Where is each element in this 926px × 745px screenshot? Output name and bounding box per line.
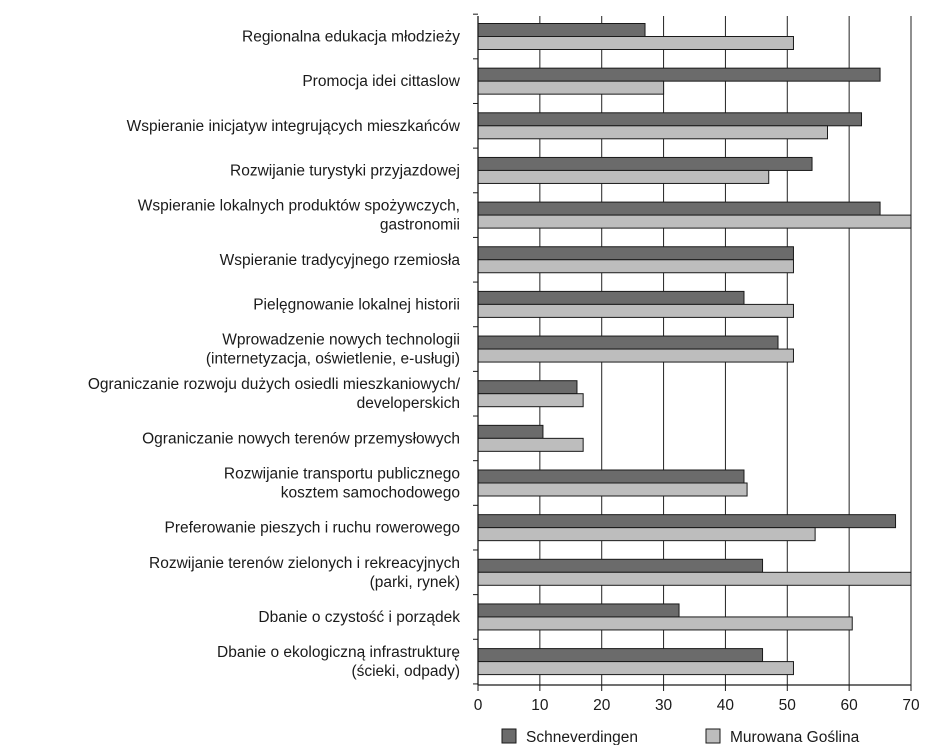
- bar-murowana-goslina-5: [477, 259, 794, 274]
- x-tick-labels: 0 10 20 30 40 50 60 70: [474, 697, 920, 714]
- bar-schneverdingen-2: [477, 112, 863, 127]
- x-tick-label-70: 70: [902, 697, 920, 714]
- category-label-line: Wspieranie inicjatyw integrujących miesz…: [127, 118, 461, 135]
- category-label-line: (internetyzacja, oświetlenie, e-usługi): [206, 351, 460, 368]
- bar-schneverdingen-11: [477, 514, 897, 529]
- bar-murowana-goslina-14: [477, 661, 794, 676]
- category-label-line: Ograniczanie nowych terenów przemysłowyc…: [142, 430, 460, 447]
- category-label-0: Regionalna edukacja młodzieży: [242, 29, 460, 46]
- x-tick-label-30: 30: [655, 697, 673, 714]
- bar-murowana-goslina-1: [477, 80, 665, 95]
- legend-swatch-schneverdingen: [501, 728, 517, 744]
- legend-label-schneverdingen: Schneverdingen: [526, 729, 638, 745]
- category-label-line: Wprowadzenie nowych technologii: [222, 332, 460, 349]
- category-label-line: (ścieki, odpady): [351, 663, 460, 680]
- bar-murowana-goslina-10: [477, 482, 748, 497]
- category-label-8: Ograniczanie rozwoju dużych osiedli mies…: [88, 376, 461, 412]
- bar-schneverdingen-9: [477, 424, 544, 439]
- category-label-7: Wprowadzenie nowych technologii (internet…: [206, 332, 460, 368]
- category-label-line: Wspieranie tradycyjnego rzemiosła: [220, 252, 461, 269]
- bar-schneverdingen-4: [477, 201, 881, 216]
- bar-schneverdingen-12: [477, 558, 764, 573]
- category-labels: Regionalna edukacja młodzieży Promocja id…: [88, 29, 461, 681]
- category-label-line: Rozwijanie transportu publicznego: [224, 466, 460, 483]
- category-label-line: Dbanie o ekologiczną infrastrukturę: [217, 644, 460, 661]
- legend-label-murowana-goslina: Murowana Goślina: [730, 729, 860, 745]
- category-label-line: Wspieranie lokalnych produktów spożywczy…: [138, 198, 460, 215]
- bar-schneverdingen-0: [477, 23, 646, 37]
- bar-murowana-goslina-9: [477, 437, 584, 452]
- bar-schneverdingen-13: [477, 603, 680, 618]
- category-label-4: Wspieranie lokalnych produktów spożywczy…: [138, 198, 460, 234]
- category-label-9: Ograniczanie nowych terenów przemysłowyc…: [142, 430, 460, 447]
- bar-schneverdingen-7: [477, 335, 779, 350]
- x-tick-label-10: 10: [531, 697, 549, 714]
- category-label-line: Rozwijanie terenów zielonych i rekreacyj…: [149, 555, 460, 572]
- bar-murowana-goslina-4: [477, 214, 912, 229]
- legend-swatch-murowana-goslina: [705, 728, 721, 744]
- category-label-2: Wspieranie inicjatyw integrujących miesz…: [127, 118, 461, 135]
- category-label-line: Promocja idei cittaslow: [302, 73, 460, 90]
- category-label-6: Pielęgnowanie lokalnej historii: [253, 296, 460, 313]
- legend: Schneverdingen Murowana Goślina: [501, 728, 860, 745]
- x-tick-label-40: 40: [717, 697, 735, 714]
- axes: [473, 13, 912, 691]
- category-label-11: Preferowanie pieszych i ruchu rowerowego: [164, 520, 460, 537]
- bar-murowana-goslina-8: [477, 393, 584, 408]
- bar-schneverdingen-8: [477, 380, 578, 395]
- category-label-line: Preferowanie pieszych i ruchu rowerowego: [164, 520, 460, 537]
- category-label-3: Rozwijanie turystyki przyjazdowej: [230, 162, 460, 179]
- bar-schneverdingen-10: [477, 469, 745, 484]
- bar-murowana-goslina-3: [477, 169, 770, 184]
- x-tick-label-60: 60: [841, 697, 859, 714]
- category-label-12: Rozwijanie terenów zielonych i rekreacyj…: [149, 555, 460, 591]
- category-label-13: Dbanie o czystość i porządek: [258, 609, 460, 626]
- category-label-line: Dbanie o czystość i porządek: [258, 609, 460, 626]
- category-label-line: gastronomii: [380, 217, 460, 234]
- category-label-line: Ograniczanie rozwoju dużych osiedli mies…: [88, 376, 461, 393]
- bar-murowana-goslina-13: [477, 616, 853, 631]
- category-label-1: Promocja idei cittaslow: [302, 73, 460, 90]
- bar-murowana-goslina-11: [477, 527, 816, 542]
- bar-schneverdingen-6: [477, 290, 745, 305]
- bar-schneverdingen-5: [477, 246, 794, 261]
- bar-murowana-goslina-7: [477, 348, 794, 363]
- bar-murowana-goslina-0: [477, 36, 794, 50]
- bar-schneverdingen-14: [477, 648, 764, 663]
- category-label-line: Regionalna edukacja młodzieży: [242, 29, 460, 46]
- x-tick-label-50: 50: [779, 697, 797, 714]
- category-label-5: Wspieranie tradycyjnego rzemiosła: [220, 252, 461, 269]
- category-label-line: Rozwijanie turystyki przyjazdowej: [230, 162, 460, 179]
- x-tick-label-0: 0: [474, 697, 483, 714]
- bar-murowana-goslina-2: [477, 125, 828, 140]
- category-label-line: developerskich: [357, 395, 460, 412]
- category-label-line: kosztem samochodowego: [281, 485, 460, 502]
- bar-murowana-goslina-12: [477, 571, 912, 586]
- category-label-14: Dbanie o ekologiczną infrastrukturę (ście…: [217, 644, 460, 680]
- bar-murowana-goslina-6: [477, 303, 794, 318]
- bar-schneverdingen-1: [477, 67, 881, 82]
- bars: [477, 23, 912, 676]
- category-label-line: (parki, rynek): [370, 574, 460, 591]
- bar-schneverdingen-3: [477, 156, 813, 171]
- category-label-10: Rozwijanie transportu publicznego kosztem…: [224, 466, 460, 502]
- x-tick-label-20: 20: [593, 697, 611, 714]
- category-label-line: Pielęgnowanie lokalnej historii: [253, 296, 460, 313]
